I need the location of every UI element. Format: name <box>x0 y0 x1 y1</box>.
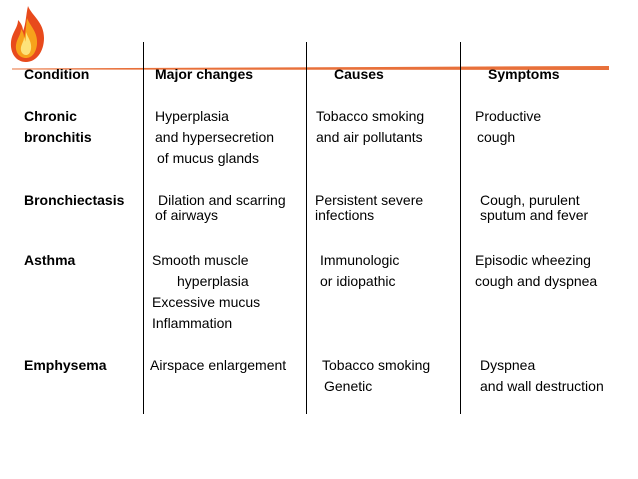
condition-label: Asthma <box>24 252 76 268</box>
cause-text: and air pollutants <box>316 129 423 145</box>
major-change-text: of mucus glands <box>157 150 259 166</box>
major-change-text: Excessive mucus <box>152 294 261 310</box>
major-change-text: hyperplasia <box>177 273 249 289</box>
cause-text: Genetic <box>324 378 373 394</box>
cause-text: Immunologic <box>320 252 400 268</box>
symptom-text: sputum and fever <box>480 207 589 223</box>
major-change-text: Dilation and scarring <box>158 192 286 208</box>
symptom-text: cough and dyspnea <box>475 273 598 289</box>
cause-text: or idiopathic <box>320 273 396 289</box>
cause-text: infections <box>315 207 375 223</box>
condition-label: Chronic <box>24 108 77 124</box>
symptom-text: cough <box>477 129 516 145</box>
flame-icon <box>10 6 44 62</box>
cause-text: Tobacco smoking <box>322 357 431 373</box>
major-change-text: Inflammation <box>152 315 233 331</box>
major-change-text: Smooth muscle <box>152 252 249 268</box>
cause-text: Tobacco smoking <box>316 108 425 124</box>
symptom-text: and wall destruction <box>480 378 604 394</box>
condition-label: Bronchiectasis <box>24 192 125 208</box>
header-rule <box>12 66 609 70</box>
header-major-changes: Major changes <box>155 66 254 82</box>
condition-label: Emphysema <box>24 357 107 373</box>
symptom-text: Episodic wheezing <box>475 252 591 268</box>
column-divider <box>143 42 144 414</box>
condition-label: bronchitis <box>24 129 92 145</box>
major-change-text: Airspace enlargement <box>150 357 287 373</box>
header-symptoms: Symptoms <box>488 66 560 82</box>
header-causes: Causes <box>334 66 384 82</box>
symptom-text: Dyspnea <box>480 357 536 373</box>
header-condition: Condition <box>24 66 90 82</box>
column-divider <box>460 42 461 414</box>
column-divider <box>306 42 307 414</box>
cause-text: Persistent severe <box>315 192 424 208</box>
major-change-text: Hyperplasia <box>155 108 229 124</box>
major-change-text: and hypersecretion <box>155 129 275 145</box>
symptom-text: Cough, purulent <box>480 192 580 208</box>
symptom-text: Productive <box>475 108 542 124</box>
major-change-text: of airways <box>155 207 219 223</box>
